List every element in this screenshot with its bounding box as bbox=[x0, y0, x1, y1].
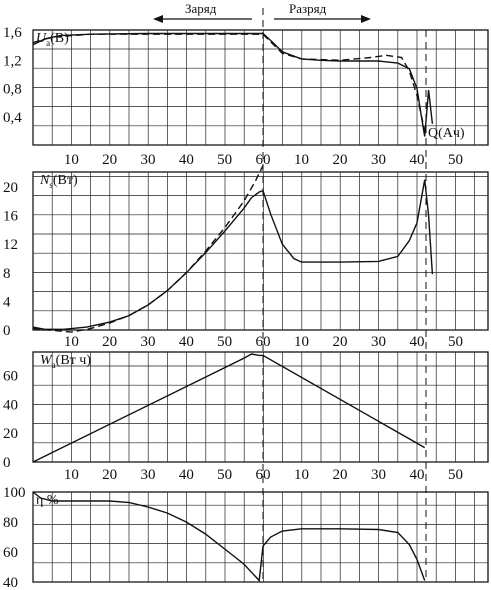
x-tick-label: 40 bbox=[179, 467, 194, 483]
y-tick-label: 1,2 bbox=[3, 53, 22, 69]
x-tick-label: 10 bbox=[294, 334, 309, 350]
x-tick-label: 60 bbox=[256, 334, 271, 350]
series-line-solid bbox=[32, 491, 426, 583]
x-tick-label: 30 bbox=[371, 334, 386, 350]
x-tick-label: 60 bbox=[256, 152, 271, 168]
series-line-solid bbox=[32, 179, 434, 330]
y-tick-label: 4 bbox=[3, 294, 11, 310]
discharge-arrow-head bbox=[361, 15, 371, 23]
x-tick-label: 40 bbox=[410, 152, 425, 168]
header: Заряд Разряд bbox=[153, 1, 371, 23]
x-tick-label: 30 bbox=[141, 467, 156, 483]
x-tick-label: 30 bbox=[371, 152, 386, 168]
y-tick-label: 20 bbox=[3, 180, 18, 196]
x-tick-label: 50 bbox=[448, 152, 463, 168]
charge-arrow-head bbox=[153, 15, 163, 23]
charge-label: Заряд bbox=[185, 1, 217, 16]
x-axis-label: Q(Ач) bbox=[428, 126, 465, 141]
x-tick-label: 20 bbox=[333, 152, 348, 168]
discharge-label: Разряд bbox=[289, 1, 327, 16]
x-tick-label: 40 bbox=[179, 334, 194, 350]
x-tick-label: 30 bbox=[141, 152, 156, 168]
y-tick-label: 1,6 bbox=[3, 25, 22, 41]
y-tick-label: 80 bbox=[3, 515, 18, 531]
y-tick-label: 0 bbox=[3, 323, 11, 339]
x-tick-label: 20 bbox=[102, 467, 117, 483]
series-line-dashed bbox=[32, 33, 426, 132]
y-tick-label: 0 bbox=[3, 455, 11, 471]
x-tick-label: 10 bbox=[294, 152, 309, 168]
panel-2: 0 4 8 12 16 20 10 20 30 40 50 60 10 20 30 40 50 Ns(Вт) bbox=[3, 165, 489, 350]
y-axis-label: η % bbox=[36, 493, 59, 508]
y-tick-label: 0,4 bbox=[3, 110, 22, 126]
x-tick-label: 20 bbox=[333, 334, 348, 350]
panel-1: 0,4 0,8 1,2 1,6 10 20 30 40 50 60 10 20 30 40 50 Ua(B) Q… bbox=[3, 25, 489, 168]
x-tick-label: 50 bbox=[217, 467, 232, 483]
y-tick-label: 40 bbox=[3, 397, 18, 413]
y-tick-label: 0,8 bbox=[3, 82, 22, 98]
x-tick-label: 20 bbox=[333, 467, 348, 483]
y-tick-label: 16 bbox=[3, 209, 19, 225]
x-tick-label: 20 bbox=[102, 334, 117, 350]
x-tick-label: 50 bbox=[217, 334, 232, 350]
y-axis-label: Ns(Вт) bbox=[39, 173, 78, 190]
y-tick-label: 20 bbox=[3, 426, 18, 442]
x-tick-label: 30 bbox=[371, 467, 386, 483]
x-tick-label: 10 bbox=[64, 334, 79, 350]
x-tick-label: 10 bbox=[64, 467, 79, 483]
y-tick-label: 60 bbox=[3, 369, 18, 385]
x-tick-label: 40 bbox=[179, 152, 194, 168]
y-axis-label: Wa(Вт ч) bbox=[40, 353, 91, 370]
y-tick-label: 100 bbox=[3, 485, 26, 501]
panel-4: 40 60 80 100 η % bbox=[3, 485, 489, 590]
panel-3: 0 20 40 60 10 20 30 40 50 60 10 20 30 40 50 Wa(Вт ч) bbox=[3, 351, 489, 483]
y-tick-label: 40 bbox=[3, 575, 18, 590]
y-tick-label: 12 bbox=[3, 237, 18, 253]
y-axis-label: Ua(B) bbox=[36, 31, 69, 48]
x-tick-label: 40 bbox=[410, 467, 425, 483]
series-line-dashed bbox=[32, 165, 264, 333]
y-tick-label: 60 bbox=[3, 545, 18, 561]
y-tick-label: 8 bbox=[3, 266, 11, 282]
x-tick-label: 30 bbox=[141, 334, 156, 350]
x-tick-label: 50 bbox=[448, 467, 463, 483]
x-tick-label: 60 bbox=[256, 467, 271, 483]
x-tick-label: 10 bbox=[64, 152, 79, 168]
x-tick-label: 50 bbox=[217, 152, 232, 168]
x-tick-label: 20 bbox=[102, 152, 117, 168]
x-tick-label: 10 bbox=[294, 467, 309, 483]
x-tick-label: 50 bbox=[448, 334, 463, 350]
x-tick-label: 40 bbox=[410, 334, 425, 350]
series-line-solid bbox=[32, 353, 426, 463]
